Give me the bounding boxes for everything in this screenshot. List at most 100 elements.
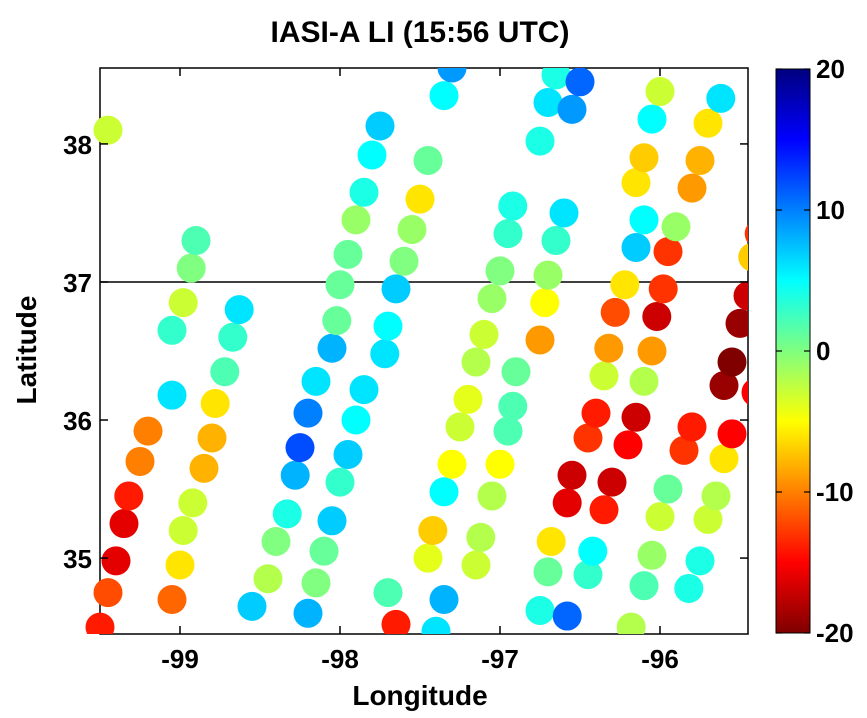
data-point — [280, 460, 310, 490]
data-point — [750, 582, 779, 611]
data-point — [613, 430, 643, 460]
data-point — [210, 357, 240, 387]
x-tick-label: -96 — [641, 644, 679, 674]
data-point — [285, 433, 315, 463]
data-point — [621, 402, 651, 432]
data-point — [621, 232, 651, 262]
data-point — [629, 366, 659, 396]
data-point — [645, 502, 675, 532]
data-point — [552, 601, 582, 631]
data-point — [197, 423, 227, 453]
data-point — [437, 449, 467, 479]
data-point — [525, 126, 555, 156]
data-point — [733, 281, 748, 311]
data-point — [157, 584, 187, 614]
colorbar-ticks: 20 10 0 -10 -20 — [776, 54, 854, 648]
data-point — [501, 357, 531, 387]
data-point — [437, 68, 467, 83]
x-tick-label: -99 — [161, 644, 199, 674]
x-tick-label: -97 — [481, 644, 519, 674]
data-point — [418, 515, 448, 545]
data-point — [573, 423, 603, 453]
data-point — [629, 143, 659, 173]
data-point — [525, 596, 555, 626]
data-point — [610, 270, 640, 300]
data-point — [741, 380, 748, 405]
data-point — [461, 550, 491, 580]
x-axis-label: Longitude — [352, 680, 487, 711]
data-point — [461, 347, 491, 377]
data-point — [370, 339, 400, 369]
data-point — [168, 288, 198, 318]
y-axis-ticks: 35 36 37 38 — [63, 130, 748, 574]
data-point — [498, 191, 528, 221]
data-point — [485, 256, 515, 286]
data-point — [621, 168, 651, 198]
data-point — [477, 481, 507, 511]
data-point — [600, 297, 630, 327]
data-point — [541, 226, 571, 256]
data-point — [200, 388, 230, 418]
data-point — [677, 412, 707, 442]
data-point — [573, 560, 603, 590]
data-point — [709, 444, 739, 474]
data-point — [453, 384, 483, 414]
data-point — [333, 440, 363, 470]
data-point — [397, 215, 427, 245]
data-point — [301, 366, 331, 396]
data-point — [445, 412, 475, 442]
data-point — [645, 76, 675, 106]
data-point — [373, 578, 403, 608]
data-point — [581, 398, 611, 428]
data-point — [653, 237, 683, 267]
data-point — [552, 488, 582, 518]
data-point — [341, 405, 371, 435]
data-point — [717, 347, 747, 377]
data-point — [325, 270, 355, 300]
data-point — [224, 295, 254, 325]
data-point — [685, 145, 715, 175]
data-point — [357, 140, 387, 170]
data-point — [589, 361, 619, 391]
data-point — [421, 616, 451, 634]
data-point — [557, 94, 587, 124]
data-point — [750, 353, 779, 382]
data-point — [701, 481, 731, 511]
data-point — [317, 333, 347, 363]
data-point — [648, 274, 678, 304]
data-point — [93, 115, 123, 145]
data-point — [533, 88, 563, 118]
data-point — [413, 145, 443, 175]
data-point — [373, 311, 403, 341]
colorbar-tick-label: 10 — [816, 195, 845, 225]
data-point — [661, 212, 691, 242]
data-point — [381, 274, 411, 304]
data-point — [597, 467, 627, 497]
data-point — [178, 488, 208, 518]
y-tick-label: 35 — [63, 544, 92, 574]
y-axis-label: Latitude — [11, 296, 42, 405]
data-point — [101, 546, 131, 576]
data-point — [157, 315, 187, 345]
data-point — [114, 481, 144, 511]
y-tick-label: 36 — [63, 406, 92, 436]
data-point — [717, 419, 747, 449]
data-point — [253, 564, 283, 594]
data-point — [322, 306, 352, 336]
data-point — [218, 322, 248, 352]
colorbar-tick-label: 20 — [816, 54, 845, 84]
data-point — [157, 380, 187, 410]
colorbar-tick-label: 0 — [816, 336, 830, 366]
data-point — [109, 509, 139, 539]
data-point — [578, 536, 608, 566]
data-point — [533, 557, 563, 587]
data-point — [293, 398, 323, 428]
data-point — [709, 371, 739, 401]
data-point — [349, 177, 379, 207]
data-point — [261, 527, 291, 557]
data-point — [525, 325, 555, 355]
data-point — [557, 460, 587, 490]
y-tick-label: 37 — [63, 268, 92, 298]
data-point — [349, 375, 379, 405]
